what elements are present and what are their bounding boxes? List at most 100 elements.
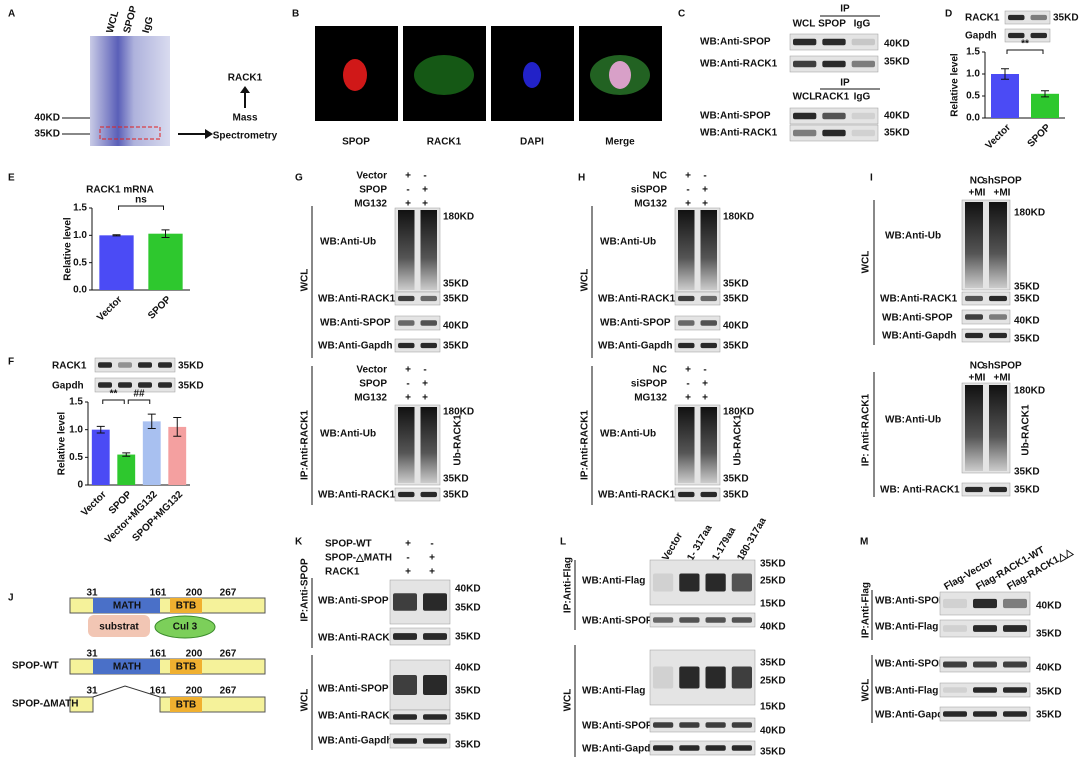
figure-text: 180-317aa <box>735 516 769 563</box>
figure-text: WB:Anti-Flag <box>875 686 938 697</box>
math-domain <box>93 598 160 613</box>
cell <box>523 62 541 88</box>
band <box>700 295 717 302</box>
figure-text: 35KD <box>455 603 481 614</box>
band <box>973 625 997 632</box>
blot <box>961 328 1011 343</box>
figure-text: RACK1 <box>52 361 87 372</box>
figure-text: RACK1 <box>427 137 462 148</box>
figure-text: SPOP-ΔMATH <box>12 699 78 710</box>
figure-text: 180KD <box>723 407 754 418</box>
y-tick-label: 0.5 <box>69 452 83 463</box>
band <box>420 320 437 326</box>
figure-text: WB:Anti-SPOP <box>875 659 946 670</box>
figure-text: WB:Anti-RACK1 <box>880 294 958 305</box>
figure-text: + <box>422 185 428 196</box>
btb-domain <box>170 697 202 712</box>
figure-text: 35KD <box>1014 282 1040 293</box>
bar <box>148 233 183 290</box>
band <box>653 617 674 623</box>
y-axis-label: Relative level <box>63 217 74 281</box>
error-bar <box>122 452 131 457</box>
panel-label: I <box>870 173 873 184</box>
band <box>118 362 132 368</box>
figure-text: WB:Anti-RACK1 <box>598 490 676 501</box>
figure-text: 35KD <box>1036 629 1062 640</box>
band <box>398 320 415 326</box>
figure-text: IP: Anti-RACK1 <box>861 393 872 466</box>
error-bar <box>173 416 182 437</box>
arrow-head <box>240 86 250 93</box>
band <box>423 714 447 720</box>
figure-text: IP <box>840 4 850 15</box>
smear <box>420 210 437 290</box>
figure-text: siSPOP <box>631 379 667 390</box>
figure-text: - <box>703 365 706 376</box>
blot <box>649 740 756 756</box>
figure-text: WB:Anti-RACK1 <box>700 59 778 70</box>
band <box>731 617 752 623</box>
figure-text: 35KD <box>1014 294 1040 305</box>
band <box>98 382 112 388</box>
band <box>679 617 700 623</box>
figure-text: SPOP <box>359 379 387 390</box>
band <box>1003 625 1027 632</box>
figure-text: 35KD <box>760 559 786 570</box>
band <box>973 711 997 717</box>
domain-diagram <box>69 597 266 713</box>
figure-text: + <box>702 185 708 196</box>
figure-text: WB:Anti-RACK1 <box>700 128 778 139</box>
x-tick-label: SPOP <box>1026 122 1054 150</box>
cell <box>414 55 474 95</box>
band <box>1008 32 1025 39</box>
x-tick-label: SPOP <box>146 294 174 322</box>
btb-domain <box>170 659 202 674</box>
figure-text: 35KD <box>884 57 910 68</box>
significance-bracket <box>118 205 164 210</box>
smear <box>398 407 415 483</box>
band <box>731 745 752 751</box>
band <box>943 661 967 668</box>
figure-text: 180KD <box>1014 386 1045 397</box>
y-tick-label: 0.0 <box>73 285 87 296</box>
figure-text: 40KD <box>723 321 749 332</box>
figure-text: 40KD <box>455 663 481 674</box>
figure-text: 35KD <box>1014 334 1040 345</box>
band <box>700 342 717 349</box>
figure-text: 31 <box>86 588 98 599</box>
figure-text: + <box>702 379 708 390</box>
figure-text: substrat <box>99 622 139 633</box>
panel-label: J <box>8 593 14 604</box>
band <box>393 633 417 640</box>
figure-text: 40KD <box>1036 601 1062 612</box>
figure-text: + <box>429 553 435 564</box>
error-bar <box>1001 68 1009 80</box>
panel-label: D <box>945 9 952 20</box>
figure-text: 35KD <box>1053 13 1079 24</box>
figure-text: WB:Anti-RACK1 <box>318 294 396 305</box>
figure-text: - <box>406 379 409 390</box>
band <box>851 112 875 120</box>
figure-text: Gapdh <box>52 381 84 392</box>
blot <box>674 291 721 306</box>
band <box>423 738 447 744</box>
band <box>423 633 447 640</box>
panel-label: K <box>295 537 303 548</box>
figure-text: 35KD <box>723 474 749 485</box>
panel-label: E <box>8 173 15 184</box>
figure-text: 25KD <box>760 676 786 687</box>
blot <box>961 309 1011 325</box>
figure-text: + <box>422 393 428 404</box>
blot <box>94 357 176 373</box>
bar <box>117 454 136 485</box>
band <box>851 38 875 46</box>
figure-text: shSPOP <box>982 361 1022 372</box>
band <box>653 573 674 592</box>
figure-text: 180KD <box>723 212 754 223</box>
band <box>793 38 817 46</box>
band <box>700 320 717 326</box>
band <box>1030 32 1047 39</box>
band <box>98 362 112 368</box>
figure-text: 31 <box>86 686 98 697</box>
figure-text: 15KD <box>760 599 786 610</box>
